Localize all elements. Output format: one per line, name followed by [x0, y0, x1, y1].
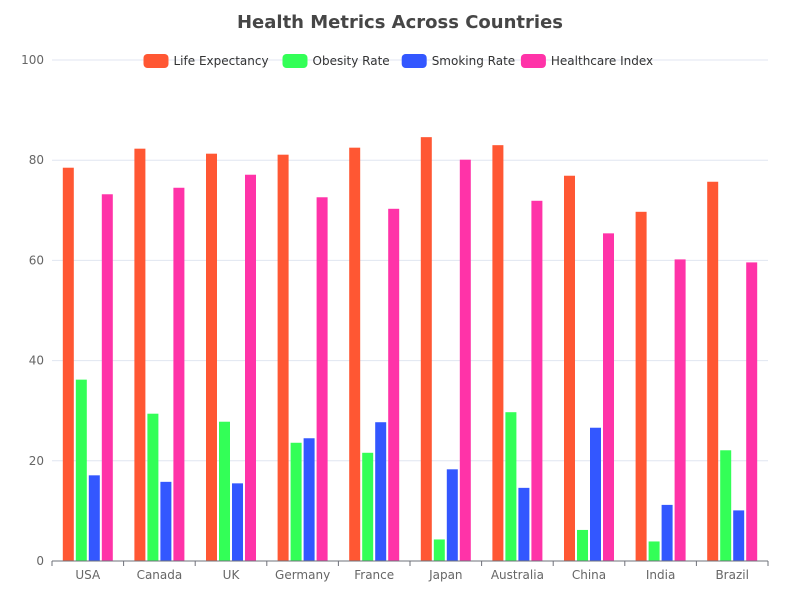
y-tick-label: 40	[29, 354, 44, 368]
bar-japan-healthcare-index[interactable]	[459, 159, 471, 561]
x-tick-label: Germany	[275, 568, 330, 582]
bar-uk-obesity-rate[interactable]	[219, 421, 230, 561]
bar-australia-healthcare-index[interactable]	[531, 200, 543, 561]
legend-item-healthcare-index[interactable]: Healthcare Index	[520, 54, 653, 68]
bar-germany-obesity-rate[interactable]	[290, 442, 302, 561]
bars	[62, 137, 758, 562]
bar-brazil-life-expectancy[interactable]	[707, 181, 719, 562]
x-tick-label: Canada	[137, 568, 183, 582]
legend-item-life-expectancy[interactable]: Life Expectancy	[143, 54, 269, 68]
bar-australia-smoking-rate[interactable]	[518, 487, 530, 561]
bar-japan-smoking-rate[interactable]	[446, 469, 458, 561]
legend-item-smoking-rate[interactable]: Smoking Rate	[401, 54, 515, 68]
bar-australia-life-expectancy[interactable]	[492, 145, 504, 562]
bar-germany-smoking-rate[interactable]	[303, 438, 315, 561]
y-tick-label: 60	[29, 253, 44, 267]
legend-label: Smoking Rate	[432, 54, 515, 68]
bar-france-smoking-rate[interactable]	[375, 422, 387, 561]
legend-label: Life Expectancy	[174, 54, 269, 68]
x-tick-label: Brazil	[715, 568, 749, 582]
bar-brazil-smoking-rate[interactable]	[733, 510, 745, 561]
legend-label: Obesity Rate	[313, 54, 390, 68]
x-tick-label: USA	[75, 568, 101, 582]
bar-uk-smoking-rate[interactable]	[232, 483, 243, 561]
bar-japan-life-expectancy[interactable]	[420, 137, 432, 562]
y-tick-label: 20	[29, 454, 44, 468]
x-tick-label: France	[354, 568, 394, 582]
bar-india-obesity-rate[interactable]	[648, 541, 660, 561]
bar-france-obesity-rate[interactable]	[362, 452, 374, 561]
bar-china-life-expectancy[interactable]	[564, 175, 575, 561]
x-tick-label: UK	[223, 568, 241, 582]
bar-india-life-expectancy[interactable]	[635, 211, 647, 562]
bar-usa-life-expectancy[interactable]	[62, 167, 74, 561]
bar-australia-obesity-rate[interactable]	[505, 412, 517, 561]
x-tick-label: Australia	[491, 568, 544, 582]
legend-swatch	[282, 54, 308, 68]
bar-india-healthcare-index[interactable]	[674, 259, 686, 561]
chart-title: Health Metrics Across Countries	[237, 12, 563, 33]
axes: 0 20 40 60 80 100 USA Canada UK Germany France Japa…	[21, 53, 769, 582]
bar-uk-healthcare-index[interactable]	[245, 174, 256, 561]
bar-canada-obesity-rate[interactable]	[147, 413, 159, 561]
bar-brazil-healthcare-index[interactable]	[746, 262, 758, 561]
x-tick-label: India	[646, 568, 675, 582]
legend-swatch	[520, 54, 546, 68]
y-tick-label: 0	[36, 554, 44, 568]
bar-uk-life-expectancy[interactable]	[206, 153, 217, 561]
bar-usa-healthcare-index[interactable]	[101, 194, 113, 561]
bar-canada-life-expectancy[interactable]	[134, 148, 146, 561]
grid	[52, 59, 768, 462]
legend-item-obesity-rate[interactable]: Obesity Rate	[282, 54, 390, 68]
bar-china-healthcare-index[interactable]	[603, 233, 614, 561]
bar-usa-obesity-rate[interactable]	[75, 379, 87, 561]
x-tick-label: China	[572, 568, 606, 582]
bar-brazil-obesity-rate[interactable]	[720, 450, 732, 561]
y-tick-label: 80	[29, 153, 44, 167]
bar-canada-smoking-rate[interactable]	[160, 481, 172, 561]
bar-france-healthcare-index[interactable]	[388, 208, 400, 561]
bar-usa-smoking-rate[interactable]	[88, 475, 100, 561]
legend-label: Healthcare Index	[551, 54, 653, 68]
y-tick-label: 100	[21, 53, 44, 67]
bar-germany-life-expectancy[interactable]	[277, 154, 289, 561]
x-tick-label: Japan	[428, 568, 462, 582]
bar-china-smoking-rate[interactable]	[590, 427, 601, 561]
bar-china-obesity-rate[interactable]	[577, 529, 588, 561]
legend-swatch	[401, 54, 427, 68]
bar-germany-healthcare-index[interactable]	[316, 197, 328, 562]
bar-japan-obesity-rate[interactable]	[433, 539, 445, 561]
bar-india-smoking-rate[interactable]	[661, 504, 673, 561]
legend-swatch	[143, 54, 169, 68]
bar-canada-healthcare-index[interactable]	[173, 187, 185, 561]
bar-france-life-expectancy[interactable]	[349, 147, 361, 562]
legend: Life Expectancy Obesity Rate Smoking Rate H…	[143, 54, 653, 68]
